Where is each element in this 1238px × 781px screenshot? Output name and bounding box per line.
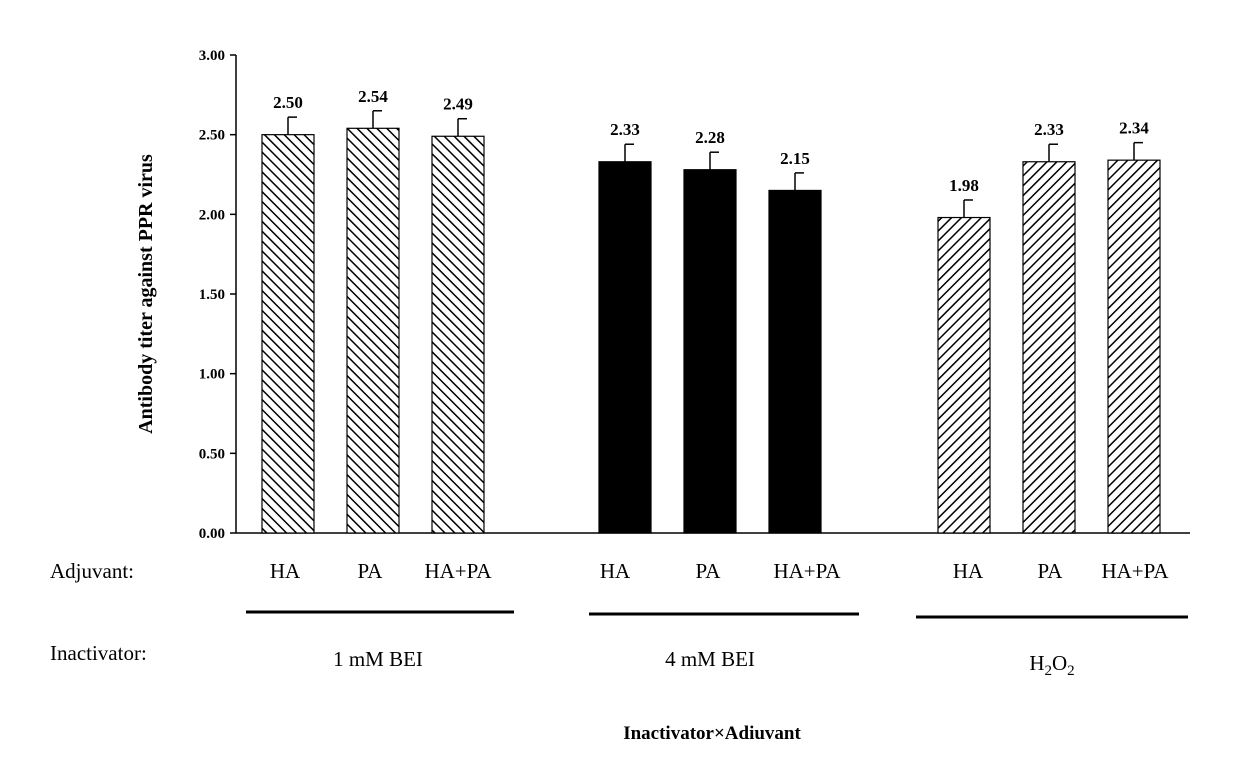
bar: [937, 216, 991, 534]
adjuvant-row-label: Adjuvant:: [50, 559, 134, 583]
group-underlines: [246, 610, 1188, 619]
category-label: PA: [1038, 559, 1064, 583]
group-label-h2o2: H2O2: [1029, 651, 1074, 679]
category-label: HA: [270, 559, 301, 583]
bar: [431, 135, 485, 534]
y-axis-label: Antibody titer against PPR virus: [135, 154, 157, 434]
adjuvant-category-labels: HA PA HA+PA HA PA HA+PA HA PA HA+PA: [270, 559, 1170, 583]
bar: [683, 169, 737, 534]
data-label: 2.15: [780, 149, 810, 168]
category-label: PA: [696, 559, 722, 583]
data-label: 2.50: [273, 93, 303, 112]
y-tick-label: 0.00: [199, 526, 225, 542]
group-label-1mm-bei: 1 mM BEI: [333, 647, 423, 671]
bar: [346, 127, 400, 534]
data-label: 2.54: [358, 87, 388, 106]
bar: [598, 161, 652, 534]
bar: [768, 189, 822, 534]
category-label: HA: [600, 559, 631, 583]
y-tick-label: 3.00: [199, 48, 225, 64]
category-label: HA: [953, 559, 984, 583]
bar: [1022, 161, 1076, 534]
y-tick-label: 1.00: [199, 367, 225, 383]
data-label: 2.28: [695, 128, 725, 147]
y-tick-label: 1.50: [199, 287, 225, 303]
group-label-4mm-bei: 4 mM BEI: [665, 647, 755, 671]
h2o2-mid: O: [1052, 651, 1067, 675]
category-label: HA+PA: [424, 559, 492, 583]
category-label: HA+PA: [1101, 559, 1169, 583]
data-label: 2.34: [1119, 119, 1149, 138]
y-tick-label: 0.50: [199, 446, 225, 462]
h2o2-sub1: 2: [1045, 663, 1053, 679]
y-tick-label: 2.50: [199, 128, 225, 144]
bar: [261, 134, 315, 534]
bars: 2.50 2.54 2.49 2.33 2.28 2.15 1.98 2.33 2.34: [261, 87, 1161, 534]
bar: [1107, 159, 1161, 534]
data-label: 2.33: [1034, 120, 1064, 139]
h2o2-base: H: [1029, 651, 1044, 675]
y-ticks: 0.00 0.50 1.00 1.50 2.00 2.50 3.00: [199, 48, 236, 542]
inactivator-row-label: Inactivator:: [50, 641, 147, 665]
data-label: 1.98: [949, 176, 979, 195]
x-axis-label: Inactivator×Adiuvant: [623, 723, 801, 744]
category-label: PA: [358, 559, 384, 583]
category-label: HA+PA: [773, 559, 841, 583]
y-tick-label: 2.00: [199, 207, 225, 223]
h2o2-sub2: 2: [1067, 663, 1075, 679]
data-label: 2.33: [610, 120, 640, 139]
data-label: 2.49: [443, 95, 473, 114]
